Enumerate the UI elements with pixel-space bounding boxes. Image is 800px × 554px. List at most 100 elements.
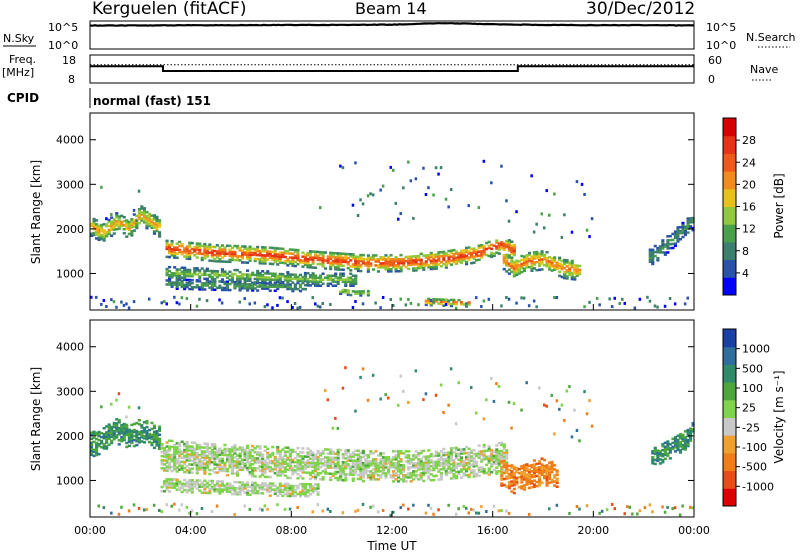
range-cell <box>233 252 237 256</box>
range-cell <box>251 251 255 255</box>
range-cell <box>225 488 230 492</box>
range-cell <box>296 453 300 456</box>
range-cell <box>178 248 182 252</box>
range-cell <box>381 266 386 269</box>
range-cell <box>188 272 192 276</box>
range-cell <box>163 447 167 450</box>
range-cell <box>291 472 295 476</box>
range-cell <box>241 277 245 280</box>
range-cell <box>283 488 287 492</box>
range-cell <box>394 256 398 259</box>
range-cell <box>417 474 421 477</box>
range-cell <box>437 255 441 258</box>
range-cell <box>228 482 232 486</box>
range-cell <box>480 256 484 259</box>
range-cell <box>580 182 584 186</box>
range-cell <box>329 278 333 282</box>
range-cell <box>160 444 164 448</box>
range-cell <box>422 479 426 483</box>
range-cell <box>233 268 237 272</box>
range-cell <box>520 465 524 468</box>
range-cell <box>253 481 257 485</box>
range-cell <box>203 472 207 475</box>
range-cell <box>258 451 262 454</box>
range-cell <box>117 439 121 442</box>
range-cell <box>316 455 320 459</box>
range-cell <box>298 283 303 287</box>
range-cell <box>288 464 292 468</box>
range-cell <box>308 483 313 486</box>
range-cell <box>228 484 232 488</box>
range-cell <box>263 504 267 508</box>
range-cell <box>215 254 219 257</box>
range-cell <box>336 254 340 257</box>
range-cell <box>344 280 348 284</box>
range-cell <box>190 483 194 486</box>
range-cell <box>691 216 695 220</box>
range-cell <box>361 262 365 265</box>
range-cell <box>442 467 446 471</box>
range-cell <box>205 460 209 464</box>
range-cell <box>666 247 670 250</box>
range-cell <box>233 272 237 276</box>
range-cell <box>180 486 184 490</box>
range-cell <box>449 463 454 466</box>
range-cell <box>163 490 167 493</box>
range-cell <box>281 456 285 459</box>
range-cell <box>208 456 212 460</box>
range-cell <box>288 450 292 454</box>
range-cell <box>288 494 292 498</box>
range-cell <box>414 464 418 467</box>
range-cell <box>376 464 381 467</box>
range-cell <box>563 262 567 266</box>
range-cell <box>404 476 408 479</box>
range-cell <box>286 484 290 488</box>
range-cell <box>276 466 280 469</box>
range-cell <box>686 219 690 222</box>
range-cell <box>344 451 348 454</box>
range-cell <box>522 474 527 477</box>
range-cell <box>203 489 207 493</box>
cpid-value: normal (fast) 151 <box>93 94 211 108</box>
range-cell <box>90 441 94 445</box>
range-cell <box>512 253 516 257</box>
range-cell <box>110 216 114 219</box>
range-cell <box>512 262 516 266</box>
cpid-row: CPID normal (fast) 151 <box>7 88 211 108</box>
range-cell <box>256 485 260 489</box>
range-cell <box>507 249 511 252</box>
range-cell <box>520 487 524 490</box>
range-cell <box>459 464 464 467</box>
range-cell <box>190 451 194 454</box>
range-cell <box>392 462 396 465</box>
range-cell <box>281 470 285 473</box>
range-cell <box>140 436 144 439</box>
noise-tick-top-right: 10^5 <box>706 21 736 34</box>
range-cell <box>220 286 225 290</box>
range-cell <box>407 257 411 261</box>
range-cell <box>180 242 184 246</box>
range-cell <box>253 467 257 470</box>
range-cell <box>291 484 295 488</box>
range-cell <box>173 466 177 469</box>
range-cell <box>563 260 567 264</box>
range-cell <box>120 427 124 431</box>
range-cell <box>432 267 436 271</box>
range-cell <box>200 244 204 248</box>
range-cell <box>507 480 511 484</box>
range-cell <box>394 462 398 465</box>
range-cell <box>233 452 237 455</box>
range-cell <box>663 510 667 514</box>
range-cell <box>656 250 660 254</box>
range-cell <box>316 254 320 258</box>
range-cell <box>208 286 212 289</box>
range-cell <box>497 442 501 445</box>
range-cell <box>442 411 445 414</box>
range-cell <box>110 213 113 216</box>
range-cell <box>208 273 212 277</box>
range-cell <box>465 445 469 449</box>
range-cell <box>689 431 693 435</box>
range-cell <box>447 261 451 265</box>
range-cell <box>97 442 101 446</box>
range-cell <box>351 274 355 278</box>
